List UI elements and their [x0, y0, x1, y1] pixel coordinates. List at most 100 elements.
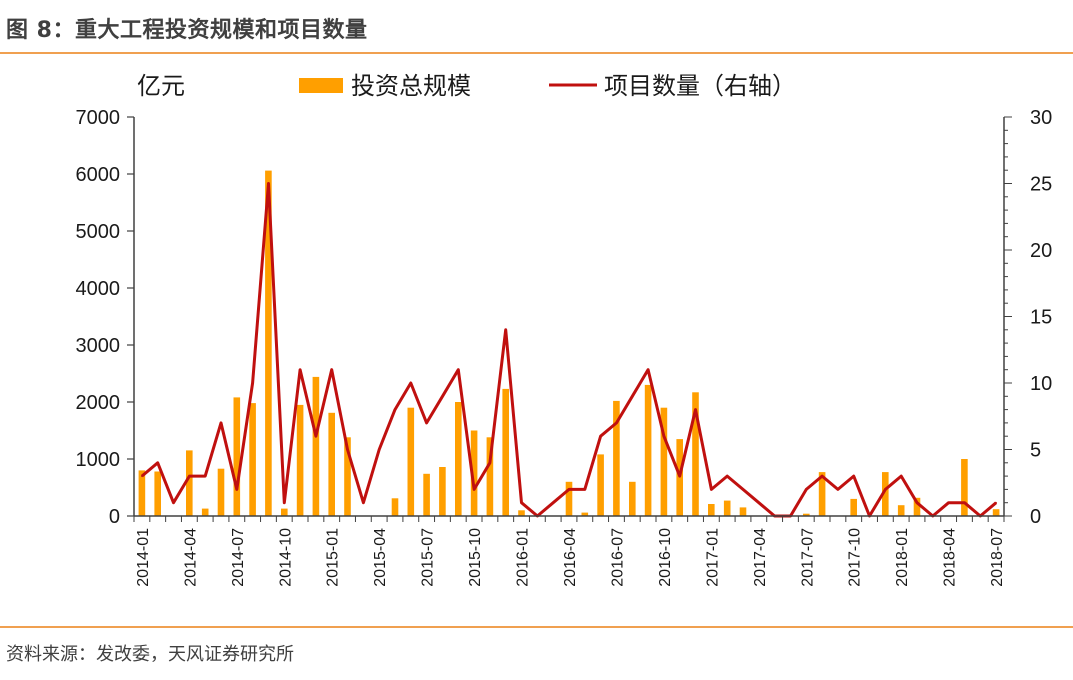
x-tick-label-2018-01: 2018-01 [894, 528, 911, 587]
bar-2014-04 [186, 450, 193, 516]
bar-2016-04 [565, 481, 573, 516]
bar-2014-11 [296, 404, 304, 516]
bar-2015-01 [328, 412, 335, 516]
right-tick-label-0: 0 [1030, 506, 1041, 528]
point-2017-09 [837, 488, 839, 491]
point-2017-03 [742, 488, 744, 491]
bar-2015-07 [423, 473, 430, 516]
x-tick-label-2018-04: 2018-04 [942, 528, 959, 587]
bar-2018-01 [897, 505, 905, 516]
bar-2016-12 [692, 392, 699, 516]
bar-2017-07 [803, 513, 810, 516]
point-2014-04 [188, 475, 191, 477]
legend-line-label: 项目数量（右轴） [604, 72, 796, 100]
x-tick-label-2016-04: 2016-04 [562, 528, 579, 587]
right-tick-label-15: 15 [1030, 307, 1052, 329]
point-2015-01 [330, 368, 333, 371]
point-2017-10 [852, 475, 855, 477]
bar-2016-08 [629, 481, 636, 516]
point-2014-03 [172, 501, 175, 504]
x-tick-label-2014-04: 2014-04 [182, 528, 199, 587]
bar-2015-02 [344, 437, 351, 516]
point-2015-06 [410, 382, 412, 384]
point-2016-11 [678, 475, 681, 477]
left-tick-label-0: 0 [109, 506, 120, 528]
right-tick-label-30: 30 [1030, 107, 1052, 129]
point-2016-06 [599, 435, 602, 438]
bar-2015-06 [407, 407, 415, 516]
point-2015-03 [362, 501, 365, 504]
left-tick-label-5000: 5000 [76, 221, 121, 243]
right-tick-label-10: 10 [1030, 373, 1052, 395]
bar-2014-07 [233, 397, 241, 516]
x-tick-label-2017-01: 2017-01 [704, 528, 721, 587]
bar-2016-05 [581, 512, 589, 516]
bar-2014-05 [201, 508, 209, 516]
legend-bar-label: 投资总规模 [351, 72, 471, 100]
bar-2014-10 [281, 508, 288, 516]
point-2015-04 [378, 448, 381, 451]
point-2018-02 [916, 501, 918, 504]
point-2014-10 [283, 501, 286, 504]
point-2015-12 [504, 329, 507, 331]
bar-2018-05 [961, 459, 968, 516]
point-2016-03 [552, 501, 554, 504]
point-2015-02 [346, 448, 349, 451]
left-tick-label-1000: 1000 [76, 449, 121, 471]
point-2014-11 [299, 368, 301, 371]
point-2014-02 [156, 462, 159, 464]
point-2014-01 [141, 475, 143, 477]
right-tick-label-25: 25 [1030, 174, 1052, 196]
bottom-divider [0, 626, 1073, 628]
bar-2015-08 [439, 467, 446, 516]
point-2018-04 [947, 501, 950, 504]
x-tick-label-2014-07: 2014-07 [230, 528, 247, 587]
bar-2017-01 [708, 504, 715, 516]
point-2014-12 [315, 435, 317, 438]
point-2016-04 [568, 488, 570, 491]
left-tick-label-4000: 4000 [76, 278, 121, 300]
x-tick-label-2014-10: 2014-10 [277, 528, 294, 587]
x-tick-label-2015-07: 2015-07 [420, 528, 437, 587]
right-tick-label-5: 5 [1030, 440, 1041, 462]
point-2017-04 [758, 501, 760, 504]
left-tick-label-2000: 2000 [76, 392, 121, 414]
point-2016-01 [520, 501, 523, 504]
point-2015-07 [425, 422, 428, 424]
point-2014-09 [267, 182, 270, 185]
x-tick-label-2015-10: 2015-10 [467, 528, 484, 587]
point-2016-07 [615, 422, 618, 424]
legend-bar-swatch [299, 78, 343, 93]
left-tick-label-7000: 7000 [76, 107, 121, 129]
point-2017-08 [821, 475, 823, 477]
x-tick-label-2015-01: 2015-01 [325, 528, 342, 587]
bar-2014-09 [265, 170, 272, 516]
point-2015-09 [457, 368, 460, 371]
bar-2014-12 [312, 376, 320, 516]
x-tick-label-2016-10: 2016-10 [657, 528, 674, 587]
x-tick-label-2017-07: 2017-07 [799, 528, 816, 587]
figure-title: 图 8：重大工程投资规模和项目数量 [6, 18, 368, 43]
bar-2017-03 [739, 507, 747, 516]
bar-2017-12 [882, 472, 889, 516]
point-2015-10 [473, 488, 475, 491]
point-2015-05 [394, 408, 396, 411]
point-2018-01 [900, 475, 902, 477]
point-2014-06 [220, 422, 222, 424]
bar-2015-09 [455, 402, 462, 516]
bar-2016-10 [660, 407, 668, 516]
bar-2016-01 [518, 510, 525, 516]
bar-2016-09 [644, 384, 652, 516]
point-2016-09 [647, 368, 649, 371]
x-tick-label-2014-01: 2014-01 [135, 528, 152, 587]
bar-2014-02 [154, 471, 161, 516]
point-2016-08 [631, 395, 634, 398]
bar-2014-06 [217, 468, 225, 516]
bar-2014-01 [138, 470, 146, 516]
left-tick-label-3000: 3000 [76, 335, 121, 357]
bar-2017-02 [723, 500, 731, 516]
x-tick-label-2016-07: 2016-07 [610, 528, 627, 587]
legend: 投资总规模 项目数量（右轴） [299, 72, 796, 100]
bar-2015-12 [502, 388, 509, 516]
bar-2014-08 [249, 403, 256, 516]
